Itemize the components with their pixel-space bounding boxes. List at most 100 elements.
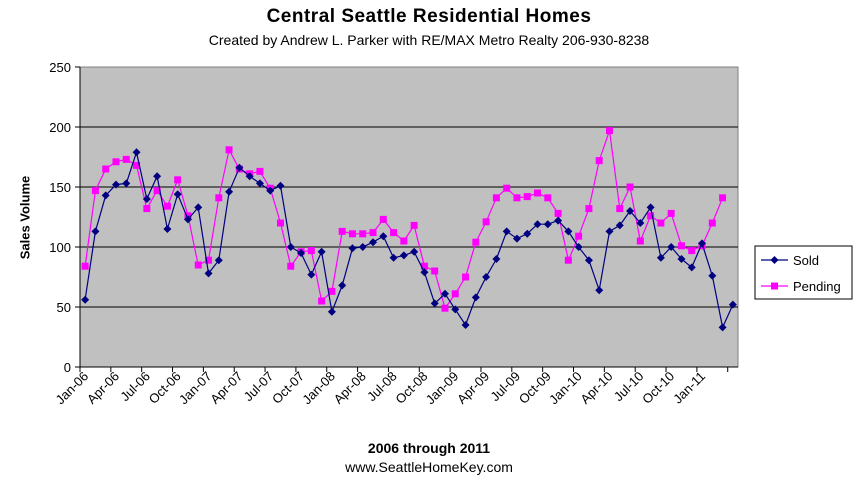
data-point-sold [430, 299, 439, 308]
data-point-sold [574, 243, 583, 251]
plot-background [79, 66, 739, 368]
data-point-sold [584, 256, 593, 265]
data-point-sold [687, 263, 696, 272]
data-point-pending [102, 165, 110, 173]
data-point-sold [245, 172, 254, 181]
data-point-sold [214, 256, 223, 265]
x-tick-label: Oct-10 [639, 369, 677, 407]
data-point-pending [338, 227, 346, 235]
y-tick-label: 250 [49, 60, 71, 75]
data-point-pending [564, 256, 572, 264]
footer-url: www.SeattleHomeKey.com [345, 459, 513, 475]
data-point-sold [708, 271, 717, 280]
data-point-pending [657, 219, 665, 227]
x-tick-label: Apr-07 [207, 369, 245, 407]
data-point-pending [667, 209, 675, 217]
data-point-pending [410, 221, 418, 229]
data-point-sold [492, 255, 501, 263]
data-point-sold [482, 273, 491, 281]
data-point-sold [235, 163, 244, 172]
x-tick-label: Jan-11 [670, 369, 708, 407]
data-point-sold [533, 220, 542, 229]
data-point-sold [142, 195, 151, 203]
data-point-pending [174, 176, 182, 184]
data-point-pending [153, 187, 161, 195]
x-tick-label: Apr-09 [454, 369, 492, 407]
series-line-sold [84, 149, 734, 330]
legend-label-sold: Sold [793, 253, 819, 268]
data-point-sold [379, 232, 388, 241]
data-point-sold [255, 179, 264, 188]
data-point-pending [647, 212, 655, 220]
data-point-pending [205, 256, 213, 264]
data-point-pending [636, 237, 644, 245]
data-point-sold [471, 293, 480, 302]
data-point-pending [513, 194, 521, 202]
data-point-sold [163, 225, 172, 233]
data-point-sold [656, 253, 665, 262]
legend-marker-sold [770, 256, 779, 264]
data-point-sold [636, 219, 645, 227]
data-point-sold [595, 286, 604, 295]
data-point-pending [225, 146, 233, 154]
data-point-sold [286, 243, 295, 251]
data-point-pending [359, 230, 367, 238]
chart-subtitle: Created by Andrew L. Parker with RE/MAX … [208, 32, 650, 48]
data-point-pending [523, 193, 531, 201]
data-point-sold [358, 243, 367, 251]
data-point-sold [297, 249, 306, 257]
data-point-sold [626, 207, 635, 215]
data-point-sold [389, 253, 398, 262]
data-point-pending [307, 247, 315, 255]
data-point-sold [338, 281, 347, 290]
legend-box [754, 245, 853, 300]
data-point-sold [451, 305, 460, 314]
data-point-sold [440, 289, 449, 298]
data-point-sold [502, 227, 511, 236]
y-tick-label: 200 [49, 120, 71, 135]
data-point-sold [698, 239, 707, 248]
x-tick-label: Apr-06 [84, 369, 122, 407]
data-point-pending [122, 155, 130, 163]
data-point-pending [163, 202, 171, 210]
legend-marker-pending [771, 282, 778, 290]
data-point-pending [194, 261, 202, 269]
data-point-sold [728, 300, 737, 309]
series-sold [81, 148, 737, 332]
x-tick-label: Jan-10 [546, 369, 585, 408]
y-tick-label: 50 [57, 300, 71, 315]
data-point-pending [112, 158, 120, 166]
data-point-pending [575, 232, 583, 240]
data-point-sold [554, 216, 563, 225]
data-point-pending [379, 215, 387, 223]
y-tick-label: 150 [49, 180, 71, 195]
x-tick-label: Oct-09 [516, 369, 554, 407]
data-point-sold [543, 220, 552, 229]
x-axis-title: 2006 through 2011 [367, 440, 491, 456]
data-point-sold [317, 247, 326, 256]
data-point-pending [554, 209, 562, 217]
data-point-pending [719, 194, 727, 202]
data-point-pending [81, 262, 89, 270]
data-point-sold [132, 148, 141, 157]
data-point-pending [534, 189, 542, 197]
data-point-pending [91, 187, 99, 195]
data-point-sold [173, 190, 182, 199]
data-point-sold [111, 180, 120, 189]
data-point-pending [677, 242, 685, 250]
data-point-sold [153, 172, 162, 181]
data-point-sold [276, 181, 285, 190]
data-point-pending [348, 230, 356, 238]
data-point-pending [585, 205, 593, 213]
data-point-pending [451, 290, 459, 298]
data-point-pending [328, 287, 336, 295]
data-point-sold [718, 323, 727, 332]
x-tick-label: Apr-10 [577, 369, 615, 407]
data-point-sold [615, 221, 624, 230]
data-point-sold [101, 191, 110, 200]
data-point-sold [605, 227, 614, 236]
data-point-sold [677, 255, 686, 263]
data-point-pending [688, 247, 696, 255]
